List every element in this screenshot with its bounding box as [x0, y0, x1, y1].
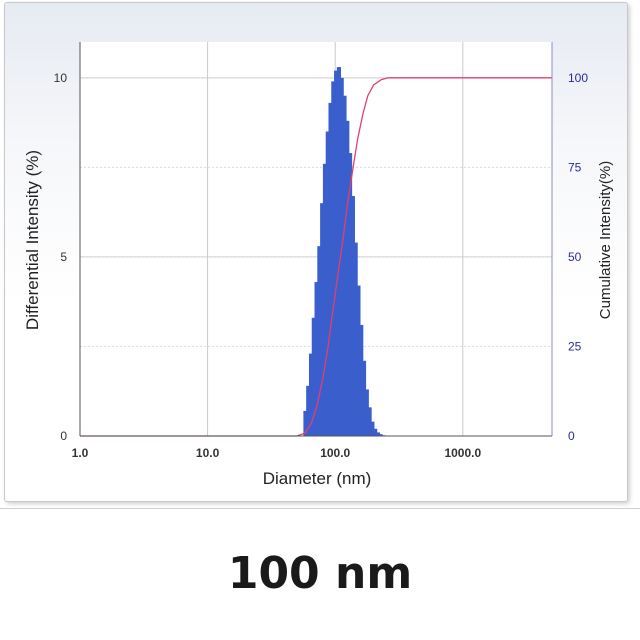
- bar: [339, 77, 344, 437]
- y-tick-label: 10: [54, 71, 68, 85]
- y2-tick-label: 0: [568, 429, 575, 443]
- x-axis-label: Diameter (nm): [263, 469, 372, 488]
- bar: [345, 120, 350, 437]
- bar: [311, 317, 316, 436]
- y2-tick-label: 25: [568, 339, 582, 353]
- bar: [367, 407, 372, 436]
- bar-series: [303, 67, 389, 437]
- bar: [375, 432, 381, 436]
- bar: [350, 196, 355, 436]
- bar: [356, 285, 361, 436]
- x-tick-label: 10.0: [196, 446, 220, 460]
- y2-tick-label: 75: [568, 160, 582, 174]
- bar: [364, 389, 369, 436]
- axes: [79, 42, 553, 437]
- y-tick-label: 0: [60, 429, 67, 443]
- bar: [328, 102, 333, 437]
- bar: [378, 434, 383, 436]
- bar: [336, 67, 342, 436]
- bar: [359, 324, 364, 436]
- bar: [370, 421, 375, 436]
- bar: [373, 428, 378, 436]
- x-tick-label: 1000.0: [444, 446, 481, 460]
- bar: [303, 410, 308, 436]
- bar: [306, 385, 311, 436]
- cumulative-line: [80, 77, 552, 437]
- bar: [322, 163, 328, 437]
- bar: [308, 353, 314, 436]
- bar: [361, 360, 367, 436]
- bar: [325, 131, 330, 436]
- y2-tick-label: 100: [568, 71, 588, 85]
- bar: [320, 203, 325, 436]
- y2-axis-label: Cumulative Intensity(%): [597, 161, 614, 319]
- bar: [314, 281, 319, 436]
- y2-tick-label: 50: [568, 250, 582, 264]
- caption: 100 nm: [227, 548, 413, 599]
- bar: [317, 246, 322, 436]
- bar: [331, 81, 336, 437]
- bar: [353, 242, 358, 436]
- cumulative-line-series: [80, 77, 552, 437]
- bar: [334, 70, 339, 437]
- x-tick-label: 1.0: [72, 446, 89, 460]
- x-tick-label: 100.0: [320, 446, 350, 460]
- bar: [347, 153, 353, 436]
- divider: [0, 508, 640, 509]
- bar: [342, 95, 347, 437]
- y-axis-label: Differential Intensity (%): [23, 150, 42, 330]
- y-tick-label: 5: [60, 250, 67, 264]
